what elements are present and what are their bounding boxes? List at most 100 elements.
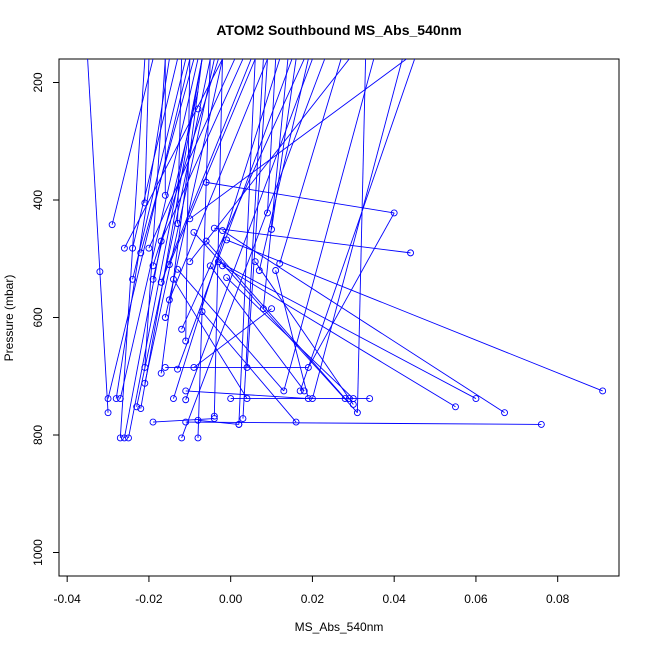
data-point <box>170 275 177 283</box>
profile-segment <box>242 59 264 419</box>
data-point <box>296 387 304 395</box>
x-tick-label: 0.00 <box>219 592 243 606</box>
data-point <box>165 261 173 269</box>
data-point <box>178 325 186 333</box>
data-point <box>206 262 214 270</box>
data-point <box>141 363 149 371</box>
y-tick-label: 400 <box>31 190 45 210</box>
data-point <box>178 434 186 442</box>
data-point <box>120 434 128 442</box>
x-tick-label: 0.06 <box>464 592 488 606</box>
profile-segment <box>119 59 199 399</box>
data-point <box>268 305 276 313</box>
profile-segment <box>148 59 236 249</box>
y-tick-label: 1000 <box>31 539 45 566</box>
data-point <box>137 405 145 413</box>
y-tick-label: 800 <box>31 425 45 445</box>
profile-segment <box>144 59 166 368</box>
data-point <box>157 369 165 377</box>
data-point <box>170 395 177 403</box>
profile-segment <box>279 59 342 264</box>
profile-points <box>96 105 607 442</box>
profile-segment <box>99 271 109 413</box>
data-point <box>452 403 459 411</box>
profile-segment <box>140 59 203 409</box>
profile-segment <box>222 265 456 408</box>
profile-segment <box>209 265 305 392</box>
data-point <box>149 262 157 270</box>
data-point <box>186 215 194 223</box>
data-point <box>165 296 173 304</box>
x-tick-label: 0.02 <box>301 592 325 606</box>
profile-segment <box>356 59 367 413</box>
data-point <box>304 395 312 403</box>
data-point <box>190 363 198 371</box>
profile-segment <box>218 261 477 399</box>
profile-segment <box>246 59 268 368</box>
data-point <box>304 363 312 371</box>
data-point <box>239 415 247 422</box>
data-point <box>202 237 210 245</box>
profile-segment <box>160 59 252 283</box>
data-point <box>235 420 243 428</box>
profile-segment <box>177 269 285 392</box>
profile-segment <box>238 59 256 425</box>
profile-segment <box>185 59 191 342</box>
profile-segment <box>152 59 219 266</box>
profile-segment <box>111 59 154 225</box>
profile-segment <box>87 59 101 272</box>
profile-segment <box>181 59 326 439</box>
x-tick-label: 0.04 <box>383 592 407 606</box>
data-point <box>268 225 276 233</box>
data-point <box>341 395 349 403</box>
profile-segment <box>267 59 277 213</box>
profile-segment <box>283 59 375 392</box>
data-point <box>272 267 280 274</box>
x-tick-label: -0.04 <box>53 592 81 606</box>
x-tick-label: -0.02 <box>135 592 163 606</box>
data-point <box>251 258 259 266</box>
profile-segment <box>226 239 603 392</box>
data-point <box>472 395 480 403</box>
data-point <box>161 314 169 321</box>
data-point <box>390 209 398 217</box>
profile-segment <box>258 59 309 271</box>
profile-segment <box>197 59 211 438</box>
x-axis: -0.04 -0.02 0.00 0.02 0.04 0.06 0.08 <box>53 575 570 606</box>
profile-segment <box>152 418 215 423</box>
data-point <box>219 227 226 235</box>
profile-segment <box>168 59 268 301</box>
data-point <box>182 387 190 395</box>
data-point <box>366 395 374 403</box>
data-point <box>280 387 288 395</box>
profile-segment <box>189 59 407 220</box>
data-point <box>125 434 132 442</box>
profile-segment <box>132 59 178 249</box>
data-point <box>599 387 607 395</box>
data-point <box>537 420 545 428</box>
profile-segment <box>197 419 239 425</box>
data-point <box>255 267 263 274</box>
data-point <box>129 244 137 252</box>
data-point <box>202 178 210 186</box>
data-point <box>96 268 104 276</box>
data-point <box>194 105 202 113</box>
profile-segment <box>226 277 354 399</box>
data-point <box>308 395 316 403</box>
data-point <box>300 387 308 395</box>
profile-segment <box>275 270 309 399</box>
profile-segment <box>271 59 297 230</box>
profile-segment <box>107 59 191 399</box>
profile-segment <box>136 59 211 407</box>
profile-segment <box>222 230 505 414</box>
profile-segment <box>307 212 395 368</box>
data-point <box>219 262 226 270</box>
data-point <box>353 409 361 417</box>
data-point <box>194 416 202 424</box>
y-axis: 200 400 600 800 1000 <box>31 72 60 566</box>
data-point <box>264 209 271 217</box>
data-point <box>243 395 251 403</box>
profile-segment <box>140 59 195 253</box>
profile-segment <box>164 59 223 318</box>
data-point <box>210 412 218 420</box>
